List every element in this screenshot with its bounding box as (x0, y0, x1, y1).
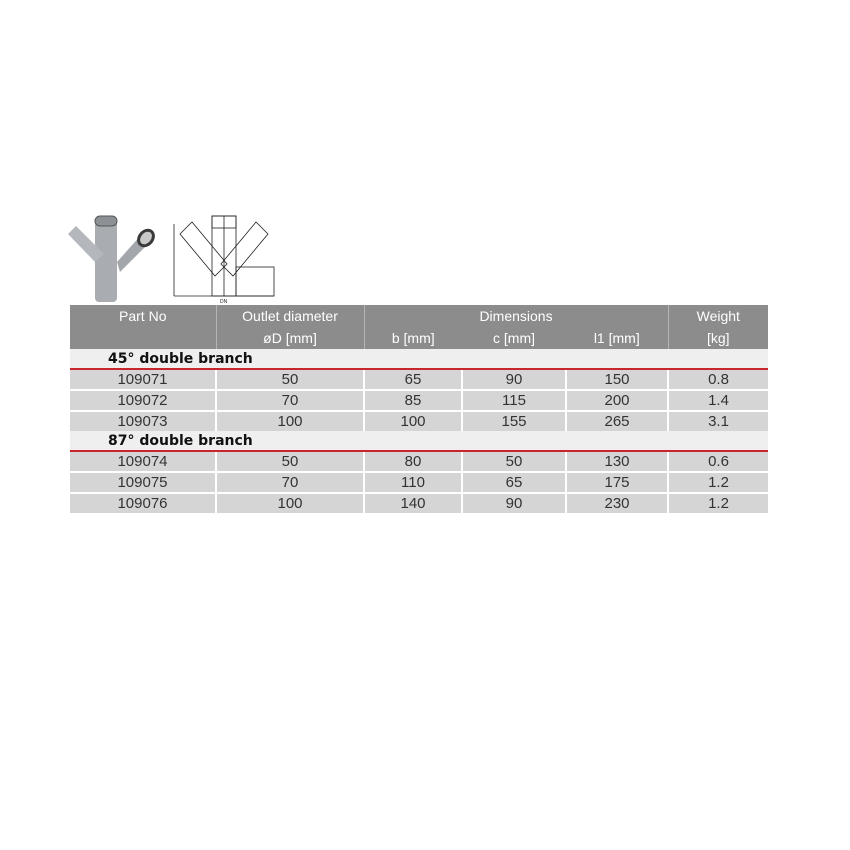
header-outlet-diameter: Outlet diameter (215, 305, 364, 327)
cell-weight: 1.2 (667, 492, 769, 513)
header-row-1: Part No Outlet diameter Dimensions Weigh… (70, 305, 769, 327)
cell-part-no: 109074 (70, 451, 216, 472)
cell-l1: 175 (564, 471, 669, 493)
cell-l1: 230 (564, 492, 669, 513)
cell-b: 100 (363, 410, 462, 431)
table-row: 109074 50 80 50 130 0.6 (70, 451, 769, 472)
table-row: 109075 70 110 65 175 1.2 (70, 471, 769, 493)
cell-c: 50 (461, 451, 566, 472)
cell-weight: 1.2 (667, 471, 769, 493)
table-row: 109076 100 140 90 230 1.2 (70, 492, 769, 513)
header-l1: l1 [mm] (566, 327, 669, 349)
section-header-row: 45° double branch (70, 349, 769, 370)
header-b: b [mm] (363, 327, 462, 349)
cell-outlet-diameter: 100 (215, 410, 364, 431)
cell-outlet-diameter: 50 (215, 451, 364, 472)
header-dimensions: Dimensions (363, 305, 669, 327)
product-figures: DN (68, 215, 275, 304)
header-part-no: Part No (70, 305, 216, 327)
cell-b: 140 (363, 492, 462, 513)
cell-c: 90 (461, 492, 566, 513)
cell-b: 85 (363, 389, 462, 411)
dn-label: DN (220, 299, 228, 304)
cell-part-no: 109071 (70, 369, 216, 390)
cell-b: 110 (363, 471, 462, 493)
cell-c: 155 (461, 410, 566, 431)
section-title: 45° double branch (70, 349, 769, 370)
technical-drawing: DN (173, 215, 275, 304)
cell-b: 65 (363, 369, 462, 390)
cell-l1: 150 (564, 369, 669, 390)
header-weight-unit: [kg] (667, 327, 769, 349)
cell-outlet-diameter: 50 (215, 369, 364, 390)
product-table: Part No Outlet diameter Dimensions Weigh… (70, 305, 769, 513)
cell-b: 80 (363, 451, 462, 472)
header-weight: Weight (667, 305, 769, 327)
cell-outlet-diameter: 70 (215, 471, 364, 493)
cell-weight: 0.8 (667, 369, 769, 390)
cell-part-no: 109073 (70, 410, 216, 431)
cell-c: 115 (461, 389, 566, 411)
cell-part-no: 109072 (70, 389, 216, 411)
table-row: 109072 70 85 115 200 1.4 (70, 389, 769, 411)
table-row: 109071 50 65 90 150 0.8 (70, 369, 769, 390)
cell-outlet-diameter: 70 (215, 389, 364, 411)
cell-part-no: 109075 (70, 471, 216, 493)
section-title: 87° double branch (70, 431, 769, 452)
cell-l1: 265 (564, 410, 669, 431)
cell-l1: 130 (564, 451, 669, 472)
header-c: c [mm] (462, 327, 566, 349)
table-row: 109073 100 100 155 265 3.1 (70, 410, 769, 431)
cell-weight: 1.4 (667, 389, 769, 411)
cell-c: 65 (461, 471, 566, 493)
cell-part-no: 109076 (70, 492, 216, 513)
cell-outlet-diameter: 100 (215, 492, 364, 513)
header-outlet-unit: øD [mm] (215, 327, 364, 349)
cell-weight: 3.1 (667, 410, 769, 431)
section-header-row: 87° double branch (70, 431, 769, 452)
cell-l1: 200 (564, 389, 669, 411)
header-row-2: øD [mm] b [mm] c [mm] l1 [mm] [kg] (70, 327, 769, 349)
cell-weight: 0.6 (667, 451, 769, 472)
double-branch-photo (68, 215, 155, 302)
cell-c: 90 (461, 369, 566, 390)
